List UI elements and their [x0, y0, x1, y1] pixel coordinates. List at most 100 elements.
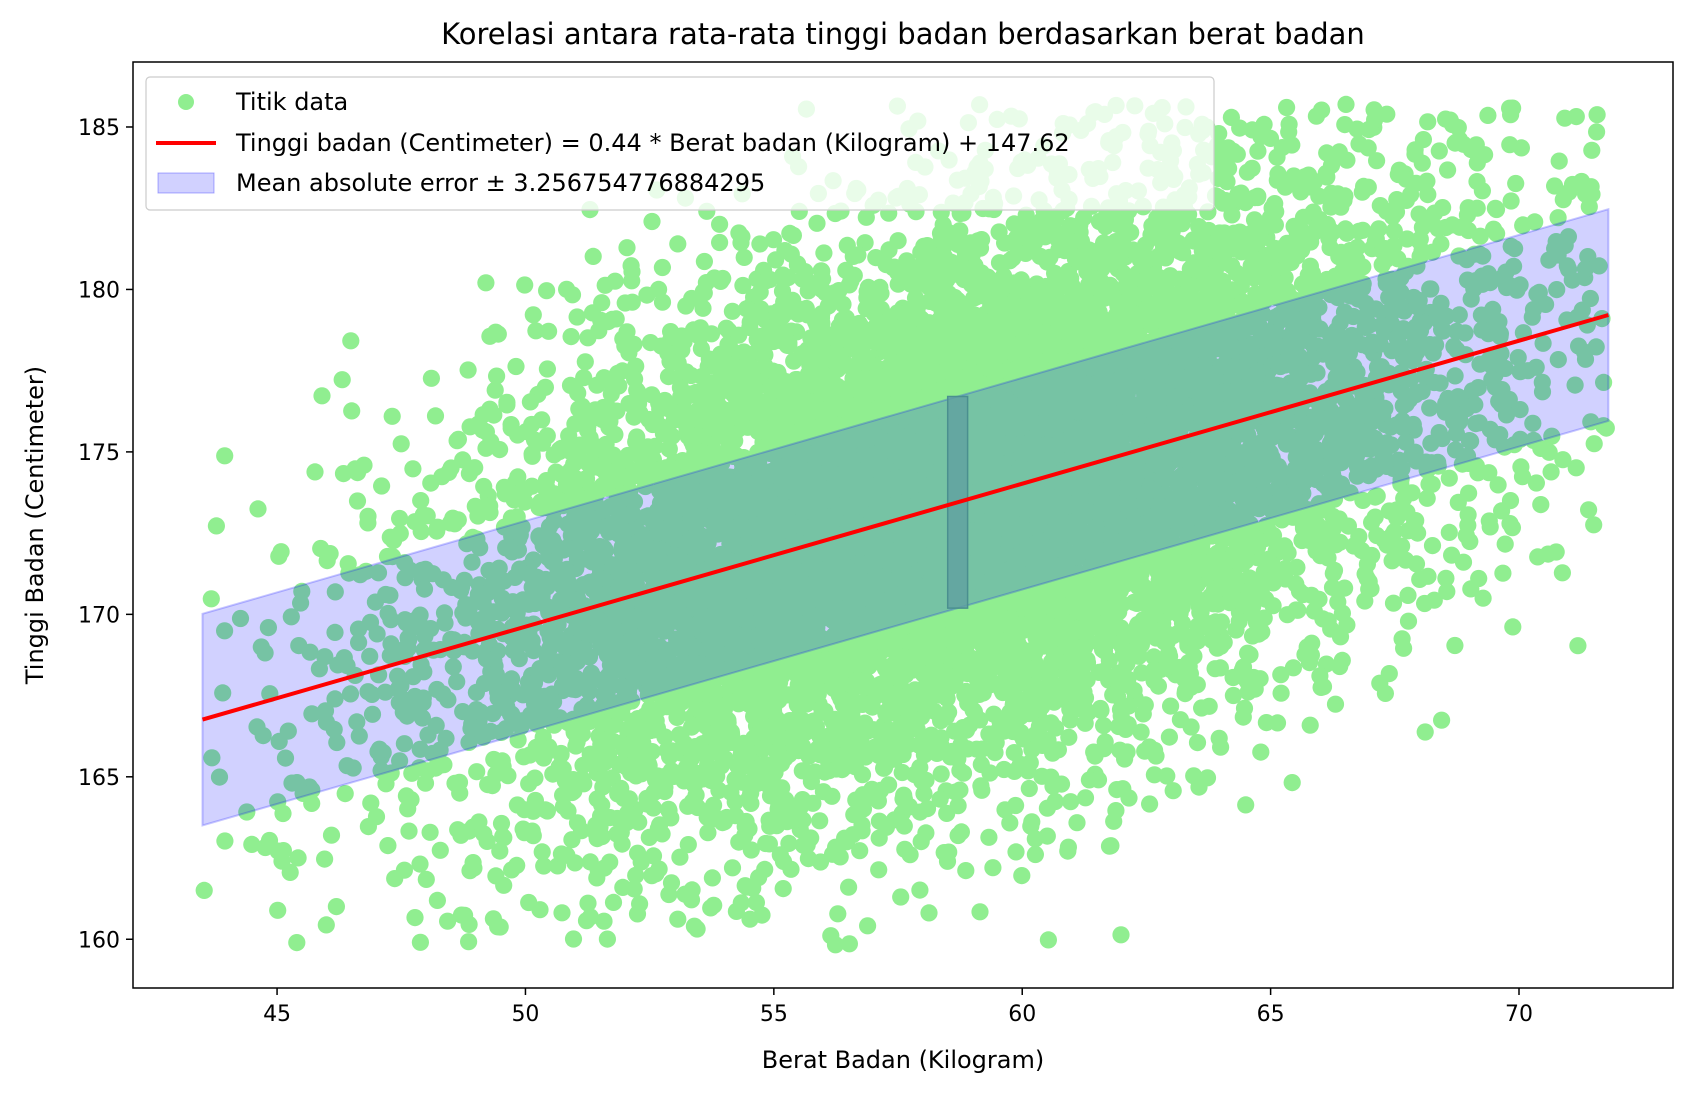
data-point [1554, 451, 1572, 469]
data-point [216, 832, 234, 850]
data-point [426, 407, 445, 425]
data-point [317, 916, 335, 934]
data-point [292, 594, 310, 612]
data-point [618, 239, 636, 257]
data-point [383, 407, 401, 425]
data-point [679, 836, 697, 854]
data-point [972, 755, 990, 774]
data-point [579, 894, 597, 912]
data-point [316, 850, 334, 868]
data-point [376, 683, 394, 701]
data-point [492, 814, 511, 833]
data-point [564, 930, 583, 948]
data-point [723, 302, 742, 320]
data-point [859, 917, 877, 935]
data-point [343, 402, 361, 420]
data-point [576, 353, 594, 371]
data-point [1039, 931, 1057, 949]
data-point [1430, 142, 1448, 160]
data-point [717, 319, 735, 337]
data-point [350, 727, 368, 745]
data-point [326, 623, 344, 642]
data-point [569, 384, 587, 402]
data-point [1007, 843, 1025, 861]
data-point [391, 509, 409, 528]
data-point [411, 933, 429, 951]
data-point [527, 322, 545, 340]
data-point [659, 368, 678, 386]
chart-title: Korelasi antara rata-rata tinggi badan b… [441, 17, 1365, 51]
data-point [526, 769, 544, 787]
data-point [911, 881, 929, 899]
data-point [516, 276, 534, 294]
data-point [249, 500, 267, 518]
data-point [751, 235, 769, 253]
data-point [1433, 711, 1451, 729]
data-point [660, 800, 678, 818]
data-point [1239, 644, 1257, 662]
data-point [1001, 814, 1019, 832]
data-point [448, 432, 466, 450]
data-point [957, 862, 975, 880]
data-point [459, 361, 477, 379]
data-point [990, 254, 1009, 272]
data-point [531, 901, 549, 919]
data-point [1479, 106, 1497, 124]
data-point [652, 337, 670, 355]
data-point [351, 566, 369, 584]
data-point [477, 439, 495, 457]
data-point [1237, 796, 1255, 814]
data-point [538, 282, 556, 300]
data-point [694, 299, 712, 317]
data-point [742, 794, 760, 813]
data-point [1539, 545, 1557, 563]
data-point [711, 215, 729, 233]
data-point [336, 785, 354, 803]
data-point [627, 357, 645, 375]
data-point [507, 357, 525, 376]
data-point [1193, 699, 1211, 717]
data-point [327, 898, 345, 916]
data-point [1502, 192, 1520, 210]
data-point [341, 685, 360, 703]
data-point [669, 910, 687, 928]
data-point [691, 319, 710, 337]
data-point [1560, 183, 1578, 201]
data-point [379, 837, 397, 855]
data-point [348, 492, 367, 510]
data-point [421, 823, 439, 841]
data-point [406, 909, 424, 927]
scatter-points [195, 95, 1615, 954]
data-point [1446, 636, 1464, 655]
data-point [1418, 172, 1436, 190]
data-point [362, 794, 380, 812]
data-point [216, 447, 234, 465]
data-point [1489, 476, 1507, 494]
data-point [1212, 738, 1230, 756]
data-point [1399, 586, 1417, 605]
data-point [1423, 537, 1442, 555]
data-point [553, 904, 571, 922]
data-point [1419, 113, 1437, 131]
data-point [396, 569, 414, 587]
data-point [1487, 200, 1506, 219]
data-point [606, 272, 624, 290]
data-point [1249, 142, 1267, 160]
data-point [1474, 589, 1492, 607]
data-point [920, 904, 938, 922]
data-point [1283, 774, 1301, 792]
data-point [1588, 106, 1606, 124]
data-point [829, 905, 847, 923]
data-point [348, 713, 366, 731]
data-point [477, 274, 495, 292]
data-point [306, 463, 324, 481]
data-point [313, 387, 331, 405]
data-point [1480, 512, 1498, 530]
data-point [1326, 695, 1345, 713]
data-point [971, 903, 989, 921]
data-point [417, 870, 435, 889]
data-point [1583, 141, 1601, 159]
data-point [491, 441, 509, 459]
data-point [1467, 136, 1485, 154]
